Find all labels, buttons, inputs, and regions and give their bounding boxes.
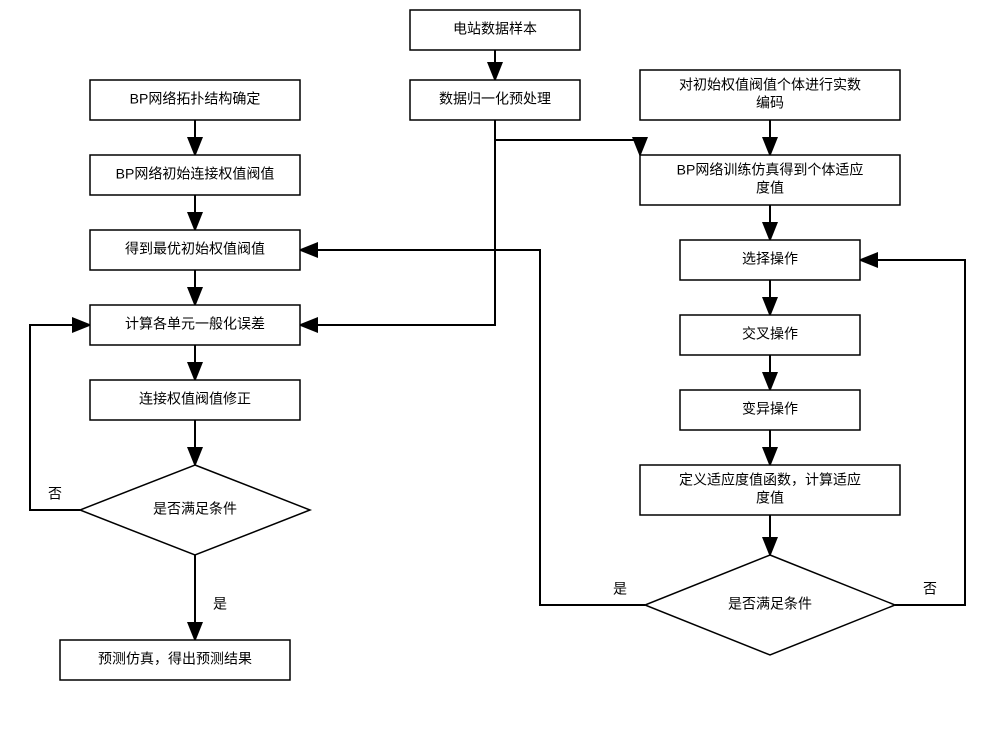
node-label-r3-0: 选择操作 bbox=[742, 251, 798, 267]
node-label-l1-0: BP网络拓扑结构确定 bbox=[130, 91, 261, 107]
node-label-l3-0: 得到最优初始权值阀值 bbox=[125, 241, 265, 257]
node-label-r1-1: 编码 bbox=[756, 95, 784, 111]
node-label-n_top-0: 电站数据样本 bbox=[453, 21, 537, 37]
edge-1 bbox=[495, 120, 640, 155]
node-label-l4-0: 计算各单元一般化误差 bbox=[125, 316, 265, 332]
node-label-r1-0: 对初始权值阀值个体进行实数 bbox=[679, 77, 861, 93]
edge-label-14: 是 bbox=[213, 596, 227, 612]
node-label-l5-0: 连接权值阀值修正 bbox=[139, 391, 251, 407]
node-label-l2-0: BP网络初始连接权值阀值 bbox=[116, 166, 275, 182]
node-label-r4-0: 交叉操作 bbox=[742, 326, 798, 342]
node-label-rd-0: 是否满足条件 bbox=[728, 596, 812, 612]
node-label-r6-1: 度值 bbox=[756, 490, 784, 506]
edge-label-15: 否 bbox=[48, 486, 62, 502]
edge-15 bbox=[30, 325, 90, 510]
edge-16 bbox=[300, 140, 495, 325]
node-label-ld-0: 是否满足条件 bbox=[153, 501, 237, 517]
node-label-r2-1: 度值 bbox=[756, 180, 784, 196]
edge-17 bbox=[300, 250, 645, 605]
edge-label-8: 否 bbox=[923, 581, 937, 597]
node-label-r2-0: BP网络训练仿真得到个体适应 bbox=[677, 162, 864, 178]
node-label-l7-0: 预测仿真，得出预测结果 bbox=[98, 651, 252, 667]
node-label-r5-0: 变异操作 bbox=[742, 401, 798, 417]
edge-label-17: 是 bbox=[613, 581, 627, 597]
flowchart-canvas: 电站数据样本数据归一化预处理 BP网络拓扑结构确定 BP网络初始连接权值阀值得到最优… bbox=[0, 0, 1000, 750]
node-label-r6-0: 定义适应度值函数，计算适应 bbox=[679, 472, 861, 488]
edge-8 bbox=[860, 260, 965, 605]
node-label-n_pre-0: 数据归一化预处理 bbox=[439, 91, 551, 107]
